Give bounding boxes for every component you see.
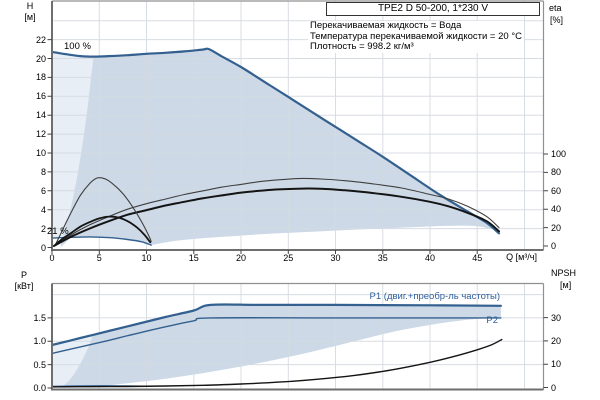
x-tick-label: 10 bbox=[141, 253, 152, 263]
p-axis-unit: [кВт] bbox=[14, 281, 34, 291]
x-tick-label: 15 bbox=[188, 253, 199, 263]
y-left-tick-label: 6 bbox=[40, 185, 46, 196]
y-left-tick-label: 14 bbox=[35, 110, 46, 121]
y-right-tick-label: 20 bbox=[551, 222, 562, 233]
y-left-tick-label: 20 bbox=[35, 53, 46, 64]
y-left-tick-label: 0.5 bbox=[33, 359, 46, 370]
y-left-tick-label: 12 bbox=[35, 129, 46, 140]
y-right-tick-label: 10 bbox=[551, 359, 562, 370]
p1-curve-label: P1 (двиг.+преобр-ль частоты) bbox=[369, 291, 500, 302]
x-tick-label: 40 bbox=[424, 253, 435, 263]
q-axis-label: Q [м³/ч] bbox=[506, 252, 537, 262]
condition-density: Плотность = 998.2 кг/м³ bbox=[308, 41, 524, 53]
y-left-tick-label: 0 bbox=[40, 242, 46, 253]
y-right-tick-label: 40 bbox=[551, 204, 562, 215]
eta-axis-unit: [%] bbox=[550, 15, 564, 25]
y-right-tick-label: 0 bbox=[551, 382, 557, 393]
x-tick-label: 5 bbox=[96, 253, 102, 263]
h-axis-label: H bbox=[26, 1, 34, 11]
y-left-tick-label: 1.0 bbox=[33, 336, 46, 347]
y-left-tick-label: 16 bbox=[35, 91, 46, 102]
x-tick-label: 30 bbox=[330, 253, 341, 263]
y-left-tick-label: 4 bbox=[40, 204, 46, 215]
p2-curve-label: P2 bbox=[486, 315, 498, 326]
y-left-tick-label: 22 bbox=[35, 34, 46, 45]
x-tick-label: 25 bbox=[283, 253, 294, 263]
eta-axis-label: eta bbox=[549, 3, 562, 13]
y-right-tick-label: 80 bbox=[551, 167, 562, 178]
h-axis-unit: [м] bbox=[24, 12, 36, 22]
x-tick-label: 45 bbox=[472, 253, 483, 263]
conditions-block: Перекачиваемая жидкость = Вода Температу… bbox=[308, 20, 524, 53]
y-left-tick-label: 18 bbox=[35, 72, 46, 83]
npsh-axis-unit: [м] bbox=[560, 280, 572, 290]
y-right-tick-label: 60 bbox=[551, 185, 562, 196]
x-tick-label: 35 bbox=[377, 253, 388, 263]
condition-temperature: Температура перекачиваемой жидкости = 20… bbox=[308, 30, 524, 42]
x-tick-label: 20 bbox=[235, 253, 246, 263]
y-right-tick-label: 100 bbox=[551, 149, 567, 159]
y-left-tick-label: 10 bbox=[35, 148, 46, 158]
y-right-tick-label: 20 bbox=[551, 335, 562, 346]
speed-100-label: 100 % bbox=[64, 41, 91, 52]
p-axis-label: P bbox=[20, 270, 27, 280]
npsh-axis-label: NPSH bbox=[551, 268, 577, 278]
y-left-tick-label: 2 bbox=[40, 223, 46, 234]
condition-liquid: Перекачиваемая жидкость = Вода bbox=[308, 20, 524, 32]
y-right-tick-label: 30 bbox=[551, 312, 562, 323]
x-tick-label: 0 bbox=[49, 253, 55, 263]
y-left-tick-label: 0.0 bbox=[33, 383, 46, 393]
y-right-tick-label: 0 bbox=[551, 241, 557, 251]
y-left-tick-label: 8 bbox=[40, 166, 46, 177]
pump-title: TPE2 D 50-200, 1*230 V bbox=[326, 2, 540, 16]
speed-21-label: 21 % bbox=[47, 226, 69, 237]
y-left-tick-label: 1.5 bbox=[33, 312, 46, 323]
